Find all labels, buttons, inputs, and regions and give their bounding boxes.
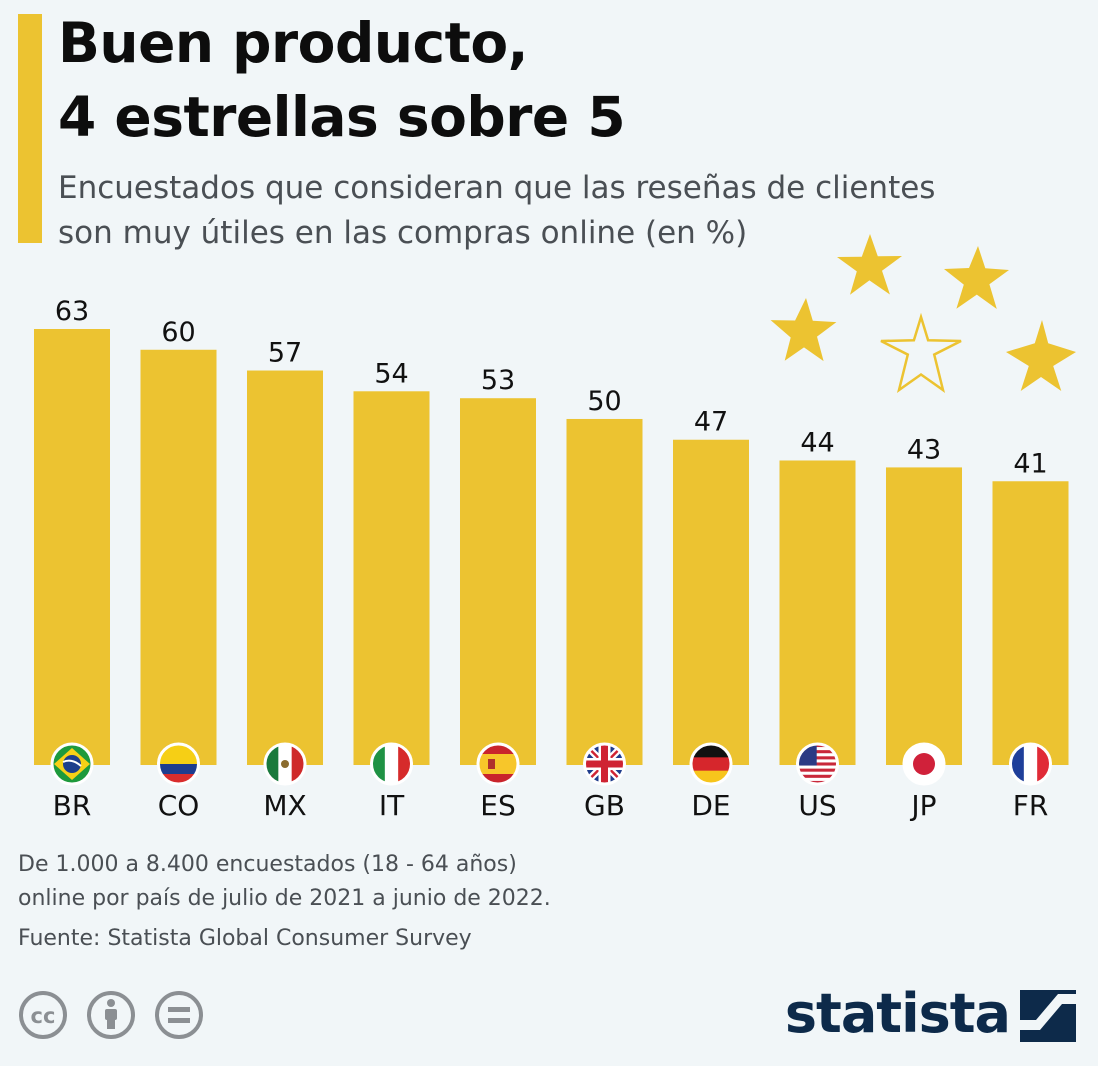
value-label-IT: 54 — [374, 358, 408, 389]
value-label-CO: 60 — [161, 317, 195, 348]
title-accent-bar — [18, 14, 42, 243]
japan-flag-icon — [902, 742, 946, 786]
bar-DE[interactable] — [673, 439, 749, 765]
category-label-JP: JP — [909, 789, 936, 822]
brand-name: statista — [784, 982, 1011, 1045]
star-icon — [1006, 320, 1076, 391]
subtitle-line-2: son muy útiles en las compras online (en… — [58, 215, 748, 251]
category-label-US: US — [798, 789, 836, 822]
value-label-FR: 41 — [1013, 448, 1047, 479]
category-label-FR: FR — [1013, 789, 1049, 822]
note-line-1: De 1.000 a 8.400 encuestados (18 - 64 añ… — [18, 852, 517, 877]
france-flag-icon — [1009, 742, 1052, 786]
bar-MX[interactable] — [247, 370, 323, 765]
category-label-IT: IT — [379, 789, 405, 822]
bar-chart: 63 BR 60 CO 57 MX 54 IT 53 ES 50 GB 47 DE 44 US 43 JP 41 FR — [34, 296, 1069, 822]
value-label-BR: 63 — [55, 296, 89, 327]
no-derivatives-icon[interactable] — [155, 991, 203, 1039]
brazil-flag-icon — [50, 742, 94, 786]
category-label-CO: CO — [158, 789, 200, 822]
source-note: Fuente: Statista Global Consumer Survey — [18, 926, 472, 951]
star-outline-icon — [880, 312, 962, 393]
title-line-2: 4 estrellas sobre 5 — [58, 85, 626, 149]
title-line-1: Buen producto, — [58, 11, 529, 75]
category-label-BR: BR — [53, 789, 92, 822]
attribution-icon[interactable] — [87, 991, 135, 1039]
cc-icon[interactable]: cc — [19, 991, 67, 1039]
bar-JP[interactable] — [886, 467, 962, 765]
survey-note: De 1.000 a 8.400 encuestados (18 - 64 añ… — [18, 848, 551, 916]
italy-flag-icon — [370, 742, 413, 786]
statista-mark-icon — [1020, 989, 1076, 1042]
bar-US[interactable] — [779, 460, 856, 765]
note-line-2: online por país de julio de 2021 a junio… — [18, 886, 551, 911]
bar-GB[interactable] — [566, 418, 643, 765]
value-label-MX: 57 — [268, 338, 302, 369]
category-label-DE: DE — [691, 789, 730, 822]
bar-BR[interactable] — [34, 329, 110, 765]
value-label-US: 44 — [800, 427, 834, 458]
usa-flag-icon — [796, 742, 839, 786]
bar-CO[interactable] — [140, 349, 217, 765]
star-icon — [770, 298, 837, 362]
bar-IT[interactable] — [353, 391, 430, 765]
star-icon — [944, 246, 1009, 309]
rating-stars-decoration — [770, 234, 1076, 393]
bar-ES[interactable] — [460, 398, 536, 765]
mexico-flag-icon — [263, 742, 307, 786]
value-label-DE: 47 — [694, 407, 728, 438]
category-label-ES: ES — [480, 789, 515, 822]
star-icon — [837, 234, 902, 295]
category-label-GB: GB — [584, 789, 625, 822]
colombia-flag-icon — [157, 742, 200, 786]
svg-text:cc: cc — [31, 1004, 56, 1028]
bar-FR[interactable] — [992, 481, 1069, 765]
value-label-ES: 53 — [481, 365, 515, 396]
subtitle-line-1: Encuestados que consideran que las reseñ… — [58, 170, 936, 206]
uk-flag-icon — [583, 742, 626, 786]
license-icons: cc — [19, 991, 203, 1039]
category-label-MX: MX — [263, 789, 306, 822]
spain-flag-icon — [476, 742, 520, 786]
value-label-JP: 43 — [907, 434, 941, 465]
statista-logo[interactable]: statista — [785, 982, 1080, 1045]
chart-title: Buen producto, 4 estrellas sobre 5 — [58, 6, 626, 154]
chart-subtitle: Encuestados que consideran que las reseñ… — [58, 166, 935, 256]
value-label-GB: 50 — [587, 386, 621, 417]
germany-flag-icon — [689, 742, 733, 786]
